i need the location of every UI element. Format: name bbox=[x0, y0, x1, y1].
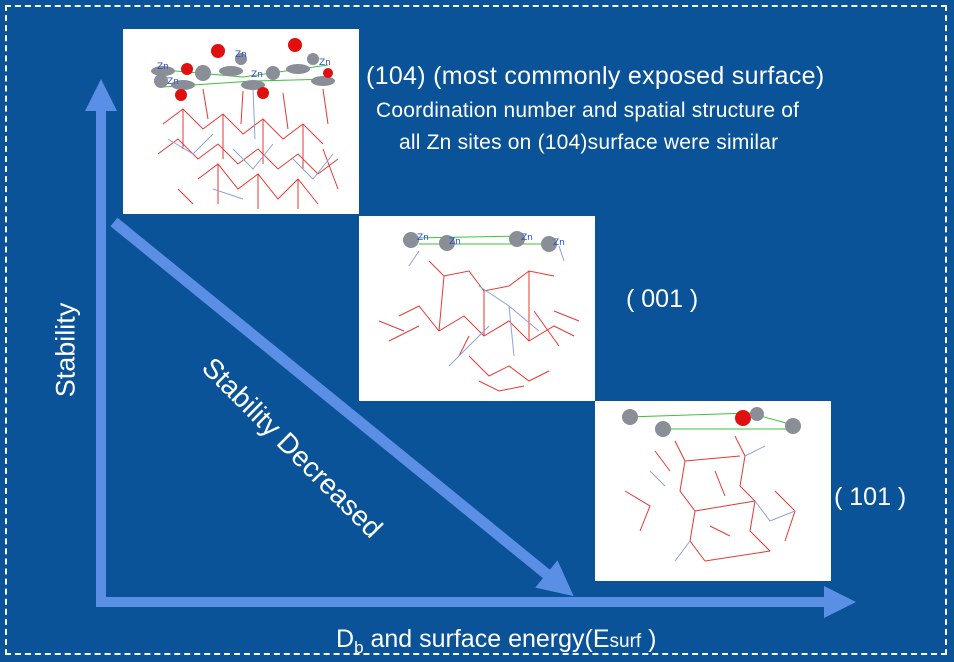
surface-101-molecule bbox=[622, 407, 801, 562]
x-axis-label-suffix: ) bbox=[641, 625, 657, 653]
dashed-border bbox=[5, 5, 947, 655]
y-axis-label: Stability bbox=[50, 302, 81, 398]
zn-atom-label: Zn bbox=[417, 233, 429, 243]
zn-atom-label: Zn bbox=[157, 62, 169, 72]
surface-104-molecule: Zn Zn Zn Zn Zn bbox=[151, 38, 339, 209]
surface-101-label: ( 101 ) bbox=[834, 483, 907, 511]
surface-101-structure bbox=[595, 401, 831, 581]
surface-104-title: (104) (most commonly exposed surface) bbox=[366, 62, 825, 90]
surface-001-molecule: Zn Zn Zn Zn bbox=[378, 231, 580, 392]
surface-104-description-line2: all Zn sites on (104)surface were simila… bbox=[399, 131, 779, 154]
x-axis-label-prefix: D bbox=[336, 625, 355, 653]
zn-atom-label: Zn bbox=[449, 237, 461, 247]
zn-atom-label: Zn bbox=[251, 70, 263, 80]
x-axis-label: Db and surface energy(Esurf ) bbox=[336, 625, 656, 658]
x-axis-label-middle: and surface energy(E bbox=[363, 625, 610, 653]
zn-atom-label: Zn bbox=[521, 233, 533, 243]
surface-001-label: ( 001 ) bbox=[626, 285, 699, 313]
surface-104-structure: Zn Zn Zn Zn Zn bbox=[123, 29, 359, 214]
zn-atom-label: Zn bbox=[235, 50, 247, 60]
x-axis-label-sub: b bbox=[354, 638, 364, 657]
zn-atom-label: Zn bbox=[553, 238, 565, 248]
surface-001-structure: Zn Zn Zn Zn bbox=[359, 216, 595, 401]
zn-atom-label: Zn bbox=[167, 77, 179, 87]
zn-atom-label: Zn bbox=[319, 58, 331, 68]
diagonal-decrease-arrow bbox=[110, 217, 574, 597]
surface-104-description-line1: Coordination number and spatial structur… bbox=[376, 99, 800, 122]
x-axis-label-sub2: surf bbox=[609, 631, 642, 652]
